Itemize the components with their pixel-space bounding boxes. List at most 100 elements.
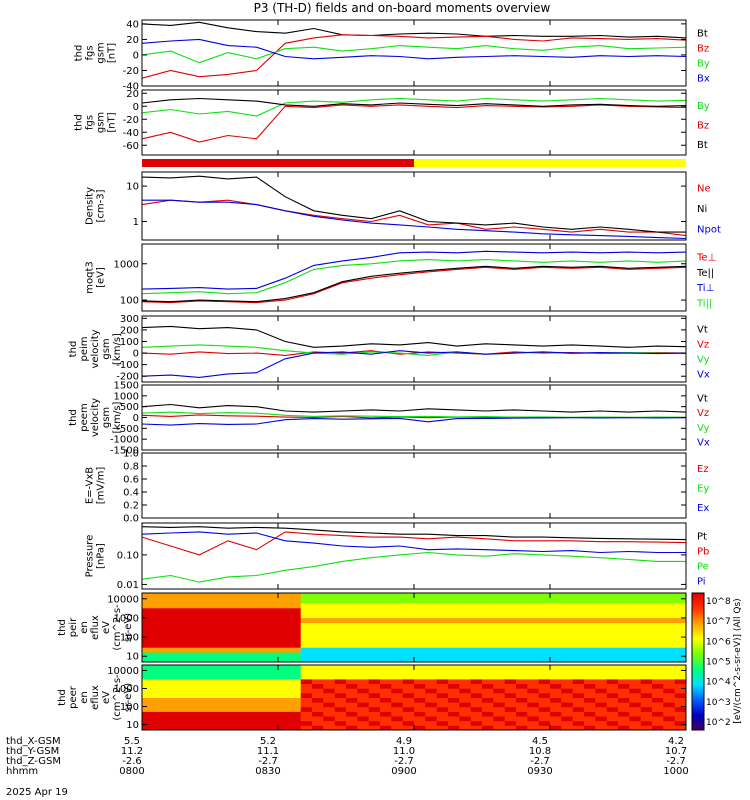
spectrogram-cell xyxy=(493,642,506,648)
spectrogram-cell xyxy=(572,602,585,609)
spectrogram-cell xyxy=(674,711,686,717)
spectrogram-cell xyxy=(312,697,324,703)
spectrogram-cell xyxy=(380,725,392,730)
spectrogram-cell xyxy=(323,593,336,599)
spectrogram-cell xyxy=(436,688,449,694)
panel-ylabel: (cm^2-s- xyxy=(112,604,123,651)
spectrogram-cell xyxy=(470,637,483,643)
spectrogram-cell xyxy=(674,607,686,614)
spectrogram-cell xyxy=(459,652,472,658)
spectrogram-cell xyxy=(357,711,370,717)
spectrogram-cell xyxy=(255,637,268,643)
spectrogram-cell xyxy=(289,627,302,633)
spectrogram-cell xyxy=(482,683,494,689)
spectrogram-cell xyxy=(516,669,528,675)
spectrogram-cell xyxy=(425,647,438,653)
spectrogram-cell xyxy=(606,674,619,680)
spectrogram-cell xyxy=(504,678,517,684)
spectrogram-cell xyxy=(187,652,200,658)
spectrogram-cell xyxy=(516,665,528,671)
spectrogram-cell xyxy=(538,688,551,694)
spectrogram-cell xyxy=(504,706,517,712)
spectrogram-cell xyxy=(550,647,562,653)
panel-ylabel: sr-eV) xyxy=(123,613,134,642)
spectrogram-cell xyxy=(493,593,506,599)
legend-label: Ti⊥ xyxy=(696,283,714,294)
panel-ylabel: [cm-3] xyxy=(96,189,107,222)
legend-label: Bz xyxy=(697,121,709,132)
spectrogram-cell xyxy=(561,725,574,730)
legend-label: Ey xyxy=(697,484,709,495)
spectrogram-cell xyxy=(244,647,256,653)
spectrogram-cell xyxy=(493,688,506,694)
spectrogram-cell xyxy=(198,612,211,619)
spectrogram-cell xyxy=(198,642,211,648)
spectrogram-cell xyxy=(414,665,426,671)
spectrogram-cell xyxy=(323,669,336,675)
spectrogram-cell xyxy=(550,632,562,638)
ytick-label: 1000 xyxy=(114,391,139,402)
spectrogram-cell xyxy=(470,622,483,628)
spectrogram-cell xyxy=(391,674,404,680)
spectrogram-cell xyxy=(470,593,483,599)
spectrogram-cell xyxy=(164,627,177,633)
spectrogram-cell xyxy=(198,652,211,658)
spectrogram-cell xyxy=(493,665,506,671)
spectrogram-cell xyxy=(527,637,540,643)
spectrogram-cell xyxy=(164,632,177,638)
ytick-label: -1500 xyxy=(110,446,139,457)
spectrogram-cell xyxy=(164,697,177,703)
spectrogram-cell xyxy=(572,697,585,703)
spectrogram-cell xyxy=(640,706,653,712)
spectrogram-cell xyxy=(595,637,608,643)
spectrogram-cell xyxy=(255,597,268,604)
spectrogram-cell xyxy=(482,678,494,684)
spectrogram-cell xyxy=(221,607,234,614)
spectrogram-cell xyxy=(572,593,585,599)
spectrogram-cell xyxy=(278,706,290,712)
spectrogram-cell xyxy=(561,622,574,628)
spectrogram-cell xyxy=(561,716,574,722)
spectrogram-cell xyxy=(323,637,336,643)
spectrogram-cell xyxy=(323,692,336,698)
panel-frame xyxy=(141,315,687,383)
spectrogram-cell xyxy=(300,612,313,619)
spectrogram-cell xyxy=(618,702,630,708)
spectrogram-cell xyxy=(584,607,596,614)
spectrogram-cell xyxy=(323,597,336,604)
spectrogram-cell xyxy=(482,647,494,653)
spectrogram-cell xyxy=(346,697,358,703)
spectrogram-cell xyxy=(504,697,517,703)
spectrogram-cell xyxy=(368,665,381,671)
ytick-label: 0.0 xyxy=(123,514,139,525)
spectrogram-cell xyxy=(153,593,166,599)
spectrogram-cell xyxy=(606,593,619,599)
spectrogram-cell xyxy=(244,725,256,730)
spectrogram-cell xyxy=(244,612,256,619)
spectrogram-cell xyxy=(538,674,551,680)
spectrogram-cell xyxy=(368,652,381,658)
spectrogram-cell xyxy=(164,622,177,628)
spectrogram-cell xyxy=(516,652,528,658)
spectrogram-cell xyxy=(674,683,686,689)
spectrogram-cell xyxy=(300,702,313,708)
spectrogram-cell xyxy=(244,665,256,671)
spectrogram-cell xyxy=(266,725,279,730)
ytick-label: 10 xyxy=(126,720,139,731)
spectrogram-cell xyxy=(470,632,483,638)
spectrogram-cell xyxy=(232,593,245,599)
ytick-label: 40 xyxy=(126,19,139,30)
spectrogram-cell xyxy=(312,622,324,628)
spectrogram-cell xyxy=(652,593,664,599)
spectrogram-cell xyxy=(459,602,472,609)
colorbar-tick-label: 10^6 xyxy=(706,637,731,647)
spectrogram-cell xyxy=(516,632,528,638)
spectrogram-cell xyxy=(595,697,608,703)
spectrogram-cell xyxy=(584,593,596,599)
spectrogram-cell xyxy=(652,647,664,653)
spectrogram-cell xyxy=(187,607,200,614)
spectrogram-cell xyxy=(300,657,313,662)
spectrogram-cell xyxy=(493,632,506,638)
